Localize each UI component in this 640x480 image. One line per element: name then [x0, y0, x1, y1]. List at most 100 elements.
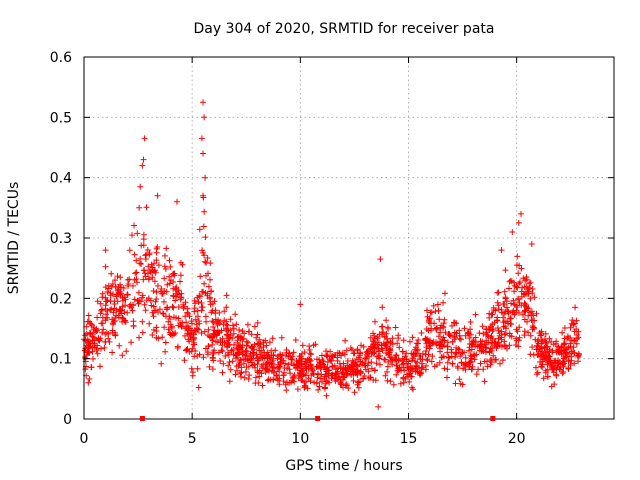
data-point	[129, 307, 136, 314]
data-point	[398, 367, 405, 374]
data-point	[514, 304, 521, 310]
data-point	[170, 304, 177, 311]
data-point	[283, 387, 290, 394]
data-point	[98, 307, 105, 314]
data-point	[556, 359, 563, 366]
data-point	[372, 318, 378, 325]
data-point	[507, 277, 514, 284]
data-point	[162, 252, 168, 259]
data-point	[492, 356, 499, 363]
data-point	[111, 305, 118, 312]
data-point	[258, 370, 265, 377]
data-point	[94, 350, 101, 357]
data-point	[507, 320, 514, 327]
data-point	[109, 281, 116, 287]
data-point	[125, 281, 132, 287]
data-point	[225, 362, 232, 369]
data-point	[306, 346, 313, 353]
data-point	[340, 384, 346, 391]
data-point	[138, 242, 145, 249]
data-point	[291, 378, 298, 385]
data-point	[237, 370, 244, 377]
data-point	[461, 325, 468, 332]
data-point	[97, 300, 104, 307]
data-point	[254, 319, 261, 326]
data-point	[368, 365, 375, 372]
data-point	[161, 298, 167, 305]
data-point	[251, 323, 258, 330]
data-point	[377, 361, 383, 368]
data-point	[290, 349, 297, 356]
data-point	[211, 347, 218, 354]
data-point	[234, 349, 241, 356]
data-point	[408, 350, 415, 357]
data-point	[253, 351, 260, 358]
data-point	[236, 361, 243, 368]
data-point	[102, 338, 109, 345]
data-point	[357, 358, 364, 365]
data-point	[177, 294, 184, 301]
data-point	[177, 320, 184, 326]
data-point	[506, 330, 513, 337]
data-point	[150, 313, 157, 320]
data-point	[107, 306, 114, 313]
data-point	[254, 361, 261, 367]
data-point	[344, 358, 351, 364]
data-point	[302, 372, 309, 379]
data-point	[181, 357, 188, 364]
data-point	[457, 336, 464, 343]
data-point	[382, 341, 389, 348]
data-point	[501, 338, 508, 345]
data-point	[140, 267, 147, 274]
data-point	[126, 303, 133, 310]
data-point	[452, 380, 459, 387]
data-point	[547, 357, 554, 364]
data-point	[476, 330, 483, 337]
data-point	[469, 366, 476, 373]
data-point	[199, 247, 206, 254]
data-point	[85, 312, 92, 319]
data-point	[500, 323, 507, 330]
y-tick-label: 0.1	[50, 352, 72, 368]
data-point	[117, 307, 124, 313]
data-point	[424, 307, 430, 314]
data-point	[455, 345, 462, 352]
data-point	[196, 292, 203, 299]
data-point	[164, 281, 171, 288]
data-point	[122, 302, 129, 309]
data-point	[260, 339, 267, 346]
data-point	[150, 288, 157, 294]
x-tick-label: 20	[508, 431, 526, 447]
data-point	[548, 383, 555, 390]
data-point	[82, 366, 89, 373]
data-point	[342, 369, 349, 376]
data-point	[191, 331, 197, 338]
data-point	[321, 363, 328, 369]
data-point	[384, 377, 391, 384]
data-point	[184, 309, 191, 316]
data-point	[329, 363, 336, 370]
data-point	[151, 278, 158, 285]
data-point	[110, 318, 117, 325]
data-point	[515, 219, 522, 226]
data-point	[441, 365, 448, 372]
data-point	[381, 356, 388, 363]
data-point	[450, 319, 457, 326]
data-point	[251, 341, 258, 348]
data-point	[572, 304, 579, 311]
data-point	[209, 366, 216, 373]
data-point	[189, 320, 195, 327]
data-point	[482, 344, 489, 351]
data-point	[345, 385, 352, 392]
data-point	[165, 326, 172, 333]
data-point	[161, 263, 168, 270]
data-point	[353, 362, 360, 369]
data-point	[103, 311, 110, 318]
data-point	[258, 353, 265, 360]
data-point	[255, 357, 262, 364]
data-point	[117, 274, 124, 281]
data-point	[355, 384, 362, 391]
data-point	[142, 252, 149, 259]
data-point	[161, 324, 168, 331]
data-point	[487, 323, 494, 330]
